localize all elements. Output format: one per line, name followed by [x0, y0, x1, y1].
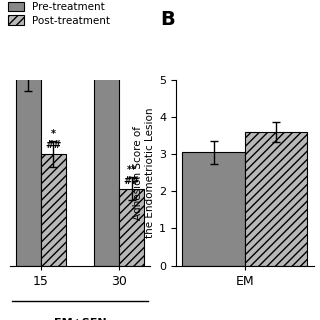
Bar	[94, 53, 119, 266]
Bar	[41, 154, 66, 266]
Legend: Pre-treatment, Post-treatment: Pre-treatment, Post-treatment	[8, 2, 110, 26]
Bar	[245, 132, 307, 266]
Y-axis label: Adhesion Score of
the Endometriotic Lesion: Adhesion Score of the Endometriotic Lesi…	[133, 108, 155, 238]
Bar	[119, 189, 144, 266]
Bar	[182, 152, 245, 266]
Text: *: *	[51, 129, 56, 139]
Text: ##: ##	[45, 140, 61, 150]
Text: EM+SFN: EM+SFN	[54, 317, 106, 320]
Text: B: B	[160, 10, 175, 28]
Text: **: **	[126, 165, 137, 175]
Text: ##: ##	[124, 176, 140, 186]
Bar	[16, 64, 41, 266]
